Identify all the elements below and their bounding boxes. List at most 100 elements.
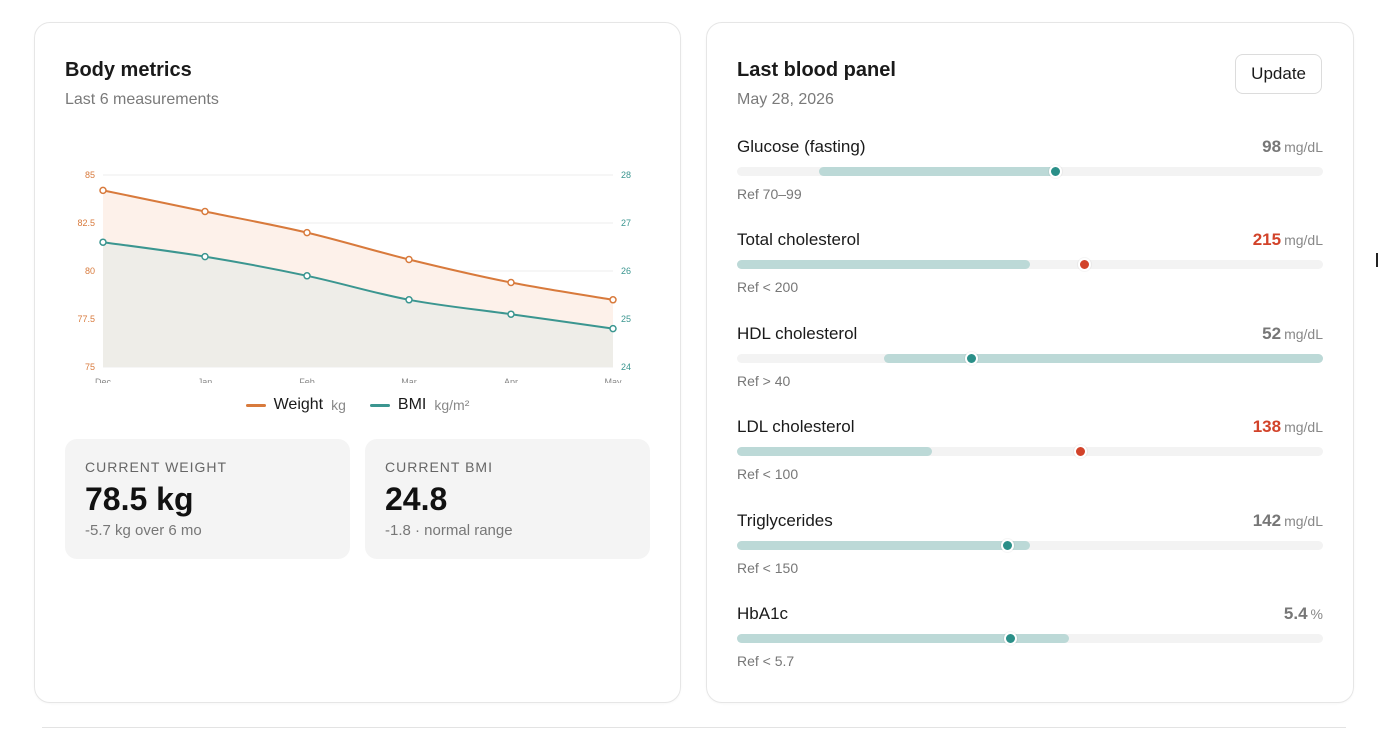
metric-value: 5.4 [1283, 604, 1308, 623]
stat-value: 24.8 [385, 481, 448, 517]
x-tick-label: Dec [95, 377, 112, 383]
point-weight [303, 228, 311, 237]
point-weight [99, 186, 107, 195]
blood-panel-card: Last blood panel May 28, 2026 Update Glu… [706, 22, 1354, 703]
reference-range-track [737, 539, 1323, 552]
value-marker [1074, 445, 1088, 458]
reference-range-track [737, 632, 1323, 645]
metric-reading: 98 mg/dL [1262, 137, 1323, 157]
stat-note: -1.8 · normal range [385, 522, 513, 539]
x-tick-label: Apr [504, 377, 518, 383]
metric-reading: 215 mg/dL [1253, 230, 1323, 250]
line-weight [102, 189, 614, 301]
metric-reference: Ref < 150 [737, 560, 799, 576]
metric-value: 142 [1252, 511, 1282, 530]
metric-name: HDL cholesterol [737, 324, 858, 343]
y-left-tick-label: 75 [85, 362, 95, 372]
metric-name: Total cholesterol [737, 230, 860, 249]
current-bmi-stat: CURRENT BMI 24.8 -1.8 · normal range [365, 439, 650, 559]
metric-name: HbA1c [737, 604, 789, 623]
reference-range-track [737, 258, 1323, 271]
blood-metric-row: LDL cholesterol 138 mg/dL Ref < 100 [737, 417, 1323, 497]
point-bmi [303, 272, 311, 280]
stat-note: -5.7 kg over 6 mo [85, 522, 202, 539]
metric-unit: mg/dL [1284, 513, 1323, 529]
reference-range-bar [737, 447, 933, 456]
y-right-tick-label: 24 [621, 362, 631, 372]
line-bmi [102, 241, 614, 330]
reference-range-bar [737, 260, 1030, 269]
stat-label: CURRENT WEIGHT [85, 459, 228, 475]
metric-reference: Ref < 100 [737, 466, 799, 482]
metric-value: 98 [1262, 137, 1282, 156]
reference-range-track [737, 352, 1323, 365]
value-marker [964, 352, 978, 365]
point-bmi [99, 238, 107, 246]
metric-reference: Ref < 5.7 [737, 653, 795, 669]
point-bmi [609, 324, 617, 333]
x-tick-label: May [604, 377, 622, 383]
y-left-tick-label: 77.5 [77, 314, 95, 324]
blood-metric-row: Total cholesterol 215 mg/dL Ref < 200 [737, 230, 1323, 310]
y-left-tick-label: 82.5 [77, 218, 95, 228]
legend-item-weight: Weight kg [245, 396, 346, 414]
reference-range-track [737, 445, 1323, 458]
legend-label-bmi: BMI [397, 396, 427, 413]
point-weight [405, 255, 413, 264]
current-weight-stat: CURRENT WEIGHT 78.5 kg -5.7 kg over 6 mo [65, 439, 350, 559]
metric-unit: mg/dL [1284, 419, 1323, 435]
metric-reference: Ref 70–99 [737, 186, 802, 202]
point-weight [609, 296, 617, 304]
value-marker [1048, 165, 1062, 178]
blood-metric-row: HbA1c 5.4% Ref < 5.7 [737, 604, 1323, 684]
metric-unit: % [1310, 606, 1323, 622]
body-metrics-card: Body metrics Last 6 measurements 75 77.5 8… [34, 22, 681, 703]
stat-value: 78.5 kg [85, 481, 194, 517]
legend-swatch-bmi [369, 403, 390, 407]
point-bmi [201, 252, 209, 261]
metric-name: Triglycerides [737, 511, 833, 530]
reference-range-bar [819, 167, 1057, 176]
metric-reference: Ref > 40 [737, 373, 791, 389]
metric-name: Glucose (fasting) [737, 137, 866, 156]
metric-reading: 5.4% [1284, 604, 1323, 624]
point-weight [507, 278, 515, 287]
metric-reading: 138 mg/dL [1253, 417, 1323, 437]
legend-unit-weight: kg [331, 397, 346, 413]
reference-range-bar [883, 354, 1323, 363]
blood-panel-date: May 28, 2026 [737, 91, 834, 108]
metric-reading: 142 mg/dL [1253, 511, 1323, 531]
reference-range-track [737, 165, 1323, 178]
metric-unit: mg/dL [1284, 232, 1323, 248]
chart-legend: Weight kg BMI kg/m² [35, 396, 680, 414]
point-bmi [405, 296, 413, 304]
metric-unit: mg/dL [1284, 326, 1323, 342]
area-bmi [103, 242, 613, 367]
body-metrics-subtitle: Last 6 measurements [65, 91, 219, 108]
metric-value: 52 [1262, 324, 1282, 343]
update-button[interactable]: Update [1235, 54, 1322, 94]
y-right-tick-label: 25 [621, 314, 631, 324]
blood-panel-title: Last blood panel [737, 59, 896, 81]
text-cursor-icon [1376, 253, 1378, 267]
body-metrics-chart: 75 77.5 80 82.5 85 24 25 26 27 28 Dec Jan Feb Mar Apr M… [77, 170, 631, 383]
value-marker [1004, 632, 1018, 645]
stat-label: CURRENT BMI [385, 459, 493, 475]
x-tick-label: Mar [401, 377, 417, 383]
y-left-tick-label: 85 [85, 170, 95, 180]
blood-metric-row: Triglycerides 142 mg/dL Ref < 150 [737, 511, 1323, 591]
metric-name: LDL cholesterol [737, 417, 855, 436]
reference-range-bar [737, 634, 1070, 643]
blood-metric-row: HDL cholesterol 52 mg/dL Ref > 40 [737, 324, 1323, 404]
point-weight [201, 207, 209, 216]
metric-unit: mg/dL [1284, 139, 1323, 155]
x-tick-label: Feb [299, 377, 315, 383]
legend-label-weight: Weight [273, 396, 324, 413]
blood-metric-row: Glucose (fasting) 98 mg/dL Ref 70–99 [737, 137, 1323, 217]
legend-unit-bmi: kg/m² [434, 397, 470, 413]
x-tick-label: Jan [198, 377, 213, 383]
reference-range-bar [737, 541, 1030, 550]
point-bmi [507, 310, 515, 318]
y-right-tick-label: 26 [621, 266, 631, 276]
y-right-tick-label: 27 [621, 218, 631, 228]
